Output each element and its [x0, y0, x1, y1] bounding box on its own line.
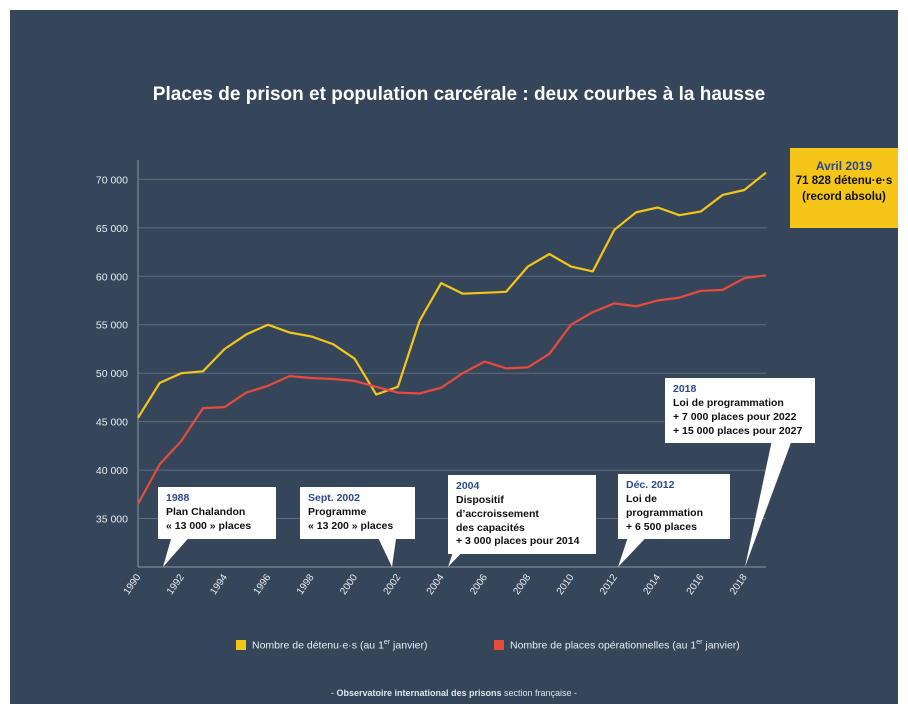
legend-item-places: Nombre de places opérationnelles (au 1er…	[494, 639, 740, 652]
y-tick-label: 55 000	[96, 320, 128, 332]
chart-background	[10, 10, 898, 704]
source-credit: - Observatoire international des prisons…	[330, 688, 578, 698]
annotation-year: Sept. 2002	[308, 492, 360, 504]
x-tick-label: 1994	[208, 572, 230, 597]
annotation-line: « 13 000 » places	[166, 519, 252, 532]
x-tick-label: 1990	[122, 572, 144, 597]
x-tick-label: 2014	[641, 572, 663, 597]
legend-label: Nombre de places opérationnelles (au 1er…	[510, 639, 740, 652]
y-tick-label: 65 000	[96, 223, 128, 235]
annotation-line: + 7 000 places pour 2022	[673, 410, 797, 423]
x-tick-label: 1996	[252, 572, 274, 597]
x-tick-label: 1992	[165, 572, 187, 597]
annotation-year: 2018	[673, 383, 697, 395]
legend-swatch-yellow	[236, 640, 246, 651]
annotation-year: 2004	[456, 480, 480, 492]
y-tick-label: 40 000	[96, 465, 128, 477]
annotation-line: + 15 000 places pour 2027	[673, 424, 803, 437]
record-count: 71 828 détenu·e·s	[795, 175, 893, 188]
annotation-line: des capacités	[456, 521, 525, 534]
annotation-2002: Sept. 2002 Programme « 13 200 » places	[300, 487, 415, 539]
annotation-2004: 2004 Dispositif d’accroissement des capa…	[448, 475, 596, 555]
annotation-line: Programme	[308, 505, 367, 518]
annotation-line: + 3 000 places pour 2014	[456, 535, 580, 548]
annotation-line: Loi de	[626, 492, 657, 505]
y-tick-label: 60 000	[96, 271, 128, 283]
x-tick-label: 2010	[555, 572, 577, 597]
annotation-line: Loi de programmation	[673, 396, 784, 409]
annotation-line: programmation	[626, 506, 704, 519]
y-tick-label: 50 000	[96, 368, 128, 380]
x-tick-label: 1998	[295, 572, 317, 597]
x-tick-label: 2000	[338, 572, 360, 597]
record-callout: Avril 2019 71 828 détenu·e·s (record abs…	[790, 148, 898, 228]
x-tick-label: 2016	[685, 572, 707, 597]
legend-label: Nombre de détenu·e·s (au 1er janvier)	[252, 639, 428, 652]
x-tick-label: 2018	[728, 572, 750, 597]
annotation-line: Dispositif d’accroissement	[456, 493, 539, 520]
y-tick-label: 45 000	[96, 417, 128, 429]
chart-title: Places de prison et population carcérale…	[153, 84, 765, 105]
y-tick-label: 35 000	[96, 514, 128, 526]
annotation-line: Plan Chalandon	[166, 505, 246, 518]
y-tick-label: 70 000	[96, 174, 128, 186]
annotation-2018: 2018 Loi de programmation + 7 000 places…	[665, 378, 815, 444]
record-note: (record absolu)	[802, 190, 886, 203]
record-date: Avril 2019	[815, 159, 873, 173]
annotation-1988: 1988 Plan Chalandon « 13 000 » places	[158, 487, 276, 539]
callout-pointer	[745, 440, 792, 567]
series-line-detenus	[137, 171, 767, 419]
series-line-places	[137, 274, 767, 505]
x-tick-label: 2006	[468, 572, 490, 597]
annotation-year: 1988	[166, 492, 190, 504]
legend-swatch-red	[494, 640, 504, 651]
x-tick-label: 2012	[598, 572, 620, 597]
annotation-line: + 6 500 places	[626, 520, 697, 533]
annotation-2012: Déc. 2012 Loi de programmation + 6 500 p…	[618, 474, 730, 540]
legend-item-detenus: Nombre de détenu·e·s (au 1er janvier)	[236, 639, 428, 652]
annotation-line: « 13 200 » places	[308, 519, 394, 532]
x-tick-label: 2002	[382, 572, 404, 597]
x-tick-label: 2008	[511, 572, 533, 597]
x-tick-label: 2004	[425, 572, 447, 597]
annotation-year: Déc. 2012	[626, 479, 675, 491]
